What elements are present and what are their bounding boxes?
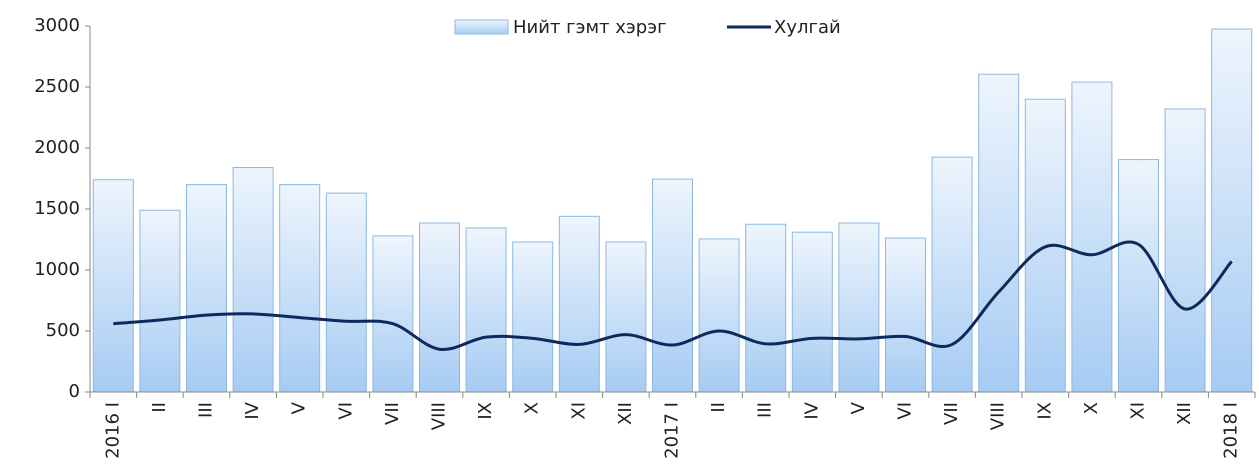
x-tick-label: II — [708, 402, 729, 413]
bar — [232, 167, 274, 393]
x-tick-label: IV — [242, 401, 263, 419]
y-tick-label: 1000 — [34, 259, 80, 280]
x-tick-label: V — [848, 401, 869, 414]
x-tick-label: V — [289, 401, 310, 414]
bar — [652, 178, 693, 393]
x-tick-label: XI — [568, 402, 589, 420]
x-tick-label: XII — [1174, 402, 1195, 425]
x-tick-label: VIII — [988, 402, 1009, 430]
x-tick-label: VI — [895, 402, 916, 420]
line-series — [113, 240, 1233, 351]
bar — [186, 184, 227, 393]
y-tick-label: 2000 — [34, 137, 80, 158]
y-tick-label: 500 — [46, 320, 80, 341]
bar — [419, 222, 460, 393]
bar — [698, 238, 740, 393]
bar — [978, 73, 1020, 393]
x-tick-label: IX — [475, 402, 496, 420]
bar — [1071, 81, 1113, 393]
x-tick-label: VI — [335, 402, 356, 420]
x-tick-label: 2016 I — [102, 402, 123, 459]
legend-swatch-bar — [454, 19, 509, 35]
x-tick-label: VII — [382, 402, 403, 425]
y-tick-label: 1500 — [34, 198, 80, 219]
y-tick-label: 3000 — [34, 15, 80, 36]
bar — [1164, 108, 1206, 393]
legend: Нийт гэмт хэрэг Хулгай — [454, 17, 841, 38]
legend-label: Хулгай — [774, 17, 841, 38]
x-tick-label: II — [149, 402, 170, 413]
bar — [931, 156, 973, 393]
legend-label: Нийт гэмт хэрэг — [513, 17, 667, 38]
x-tick-label: IV — [801, 401, 822, 419]
bar — [745, 223, 787, 393]
bar — [372, 235, 414, 393]
bar — [791, 231, 833, 393]
x-tick-label: X — [522, 402, 543, 414]
bar — [279, 184, 321, 393]
bar — [92, 179, 134, 393]
x-tick-label: VII — [941, 402, 962, 425]
bar — [1211, 28, 1253, 393]
bar — [465, 227, 507, 393]
y-tick-label: 2500 — [34, 76, 80, 97]
x-tick-label: III — [196, 402, 217, 418]
x-tick-label: IX — [1034, 402, 1055, 420]
x-tick-label: 2017 I — [662, 402, 683, 459]
y-tick-label: 0 — [69, 381, 80, 402]
bar — [325, 192, 367, 393]
x-tick-label: XI — [1128, 402, 1149, 420]
x-tick-label: VIII — [429, 402, 450, 430]
x-tick-label: 2018 I — [1221, 402, 1242, 459]
x-tick-label: III — [755, 402, 776, 418]
bar — [558, 215, 600, 393]
bar — [1118, 159, 1159, 393]
bar — [139, 209, 181, 393]
bar — [605, 241, 647, 393]
bar — [838, 222, 880, 393]
bar — [885, 237, 926, 393]
x-tick-label: XII — [615, 402, 636, 425]
bar — [512, 241, 554, 393]
x-tick-label: X — [1081, 402, 1102, 414]
